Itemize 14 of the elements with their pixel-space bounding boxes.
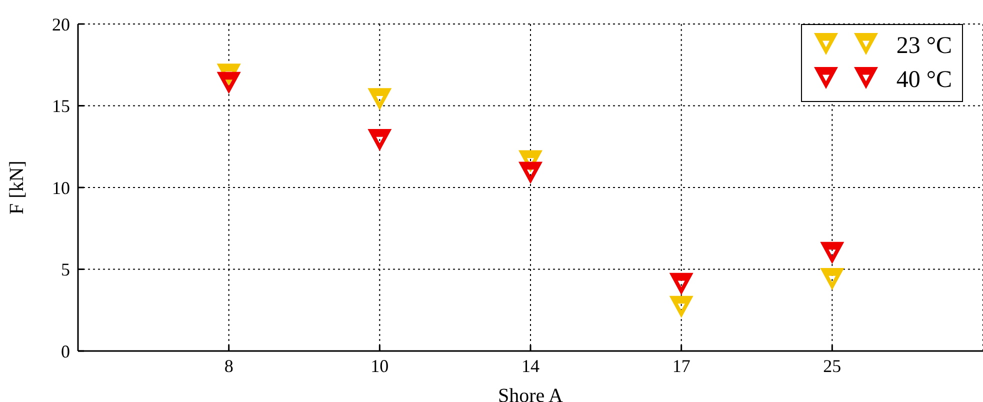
y-axis-title: F [kN] <box>6 160 28 214</box>
legend-label: 23 °C <box>896 32 952 60</box>
x-tick-label: 14 <box>522 356 540 376</box>
x-axis-title: Shore A <box>498 385 564 402</box>
x-tick-label: 10 <box>370 356 389 376</box>
x-tick-label: 8 <box>224 356 234 376</box>
y-tick-label: 5 <box>61 260 70 280</box>
y-tick-label: 10 <box>52 178 70 198</box>
y-tick-label: 20 <box>52 14 70 34</box>
x-tick-label: 25 <box>823 356 842 376</box>
y-tick-label: 15 <box>52 96 70 116</box>
x-tick-label: 17 <box>672 356 690 376</box>
y-tick-label: 0 <box>61 341 70 362</box>
legend-label: 40 °C <box>896 66 952 94</box>
